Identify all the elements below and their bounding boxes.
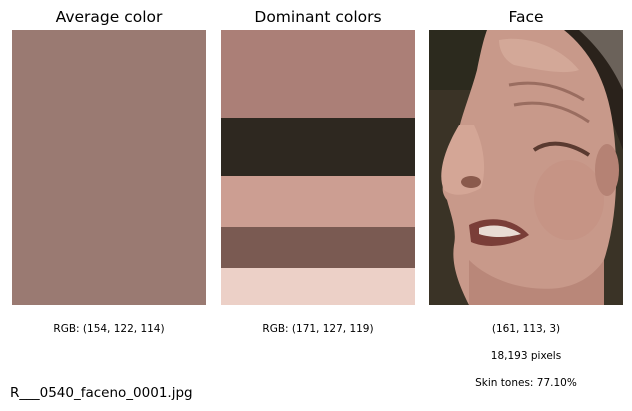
- average-color-title: Average color: [55, 8, 163, 26]
- average-color-swatch: [12, 30, 206, 305]
- face-color-value: (161, 113, 3): [491, 323, 561, 335]
- dominant-color-band: [221, 118, 415, 176]
- average-color-rgb: RGB: (154, 122, 114): [53, 323, 165, 335]
- dominant-color-band: [221, 227, 415, 268]
- face-skin-tones: Skin tones: 77.10%: [475, 377, 577, 389]
- dominant-colors-swatch: [221, 30, 415, 305]
- dominant-color-rgb: RGB: (171, 127, 119): [262, 323, 374, 335]
- face-photo-icon: [429, 30, 623, 305]
- face-pixel-count: 18,193 pixels: [490, 350, 562, 362]
- image-filename: R___0540_faceno_0001.jpg: [10, 385, 193, 401]
- face-title: Face: [508, 8, 544, 26]
- dominant-colors-title: Dominant colors: [254, 8, 382, 26]
- dominant-color-band: [221, 30, 415, 118]
- dominant-color-band: [221, 176, 415, 227]
- dominant-color-band: [221, 268, 415, 305]
